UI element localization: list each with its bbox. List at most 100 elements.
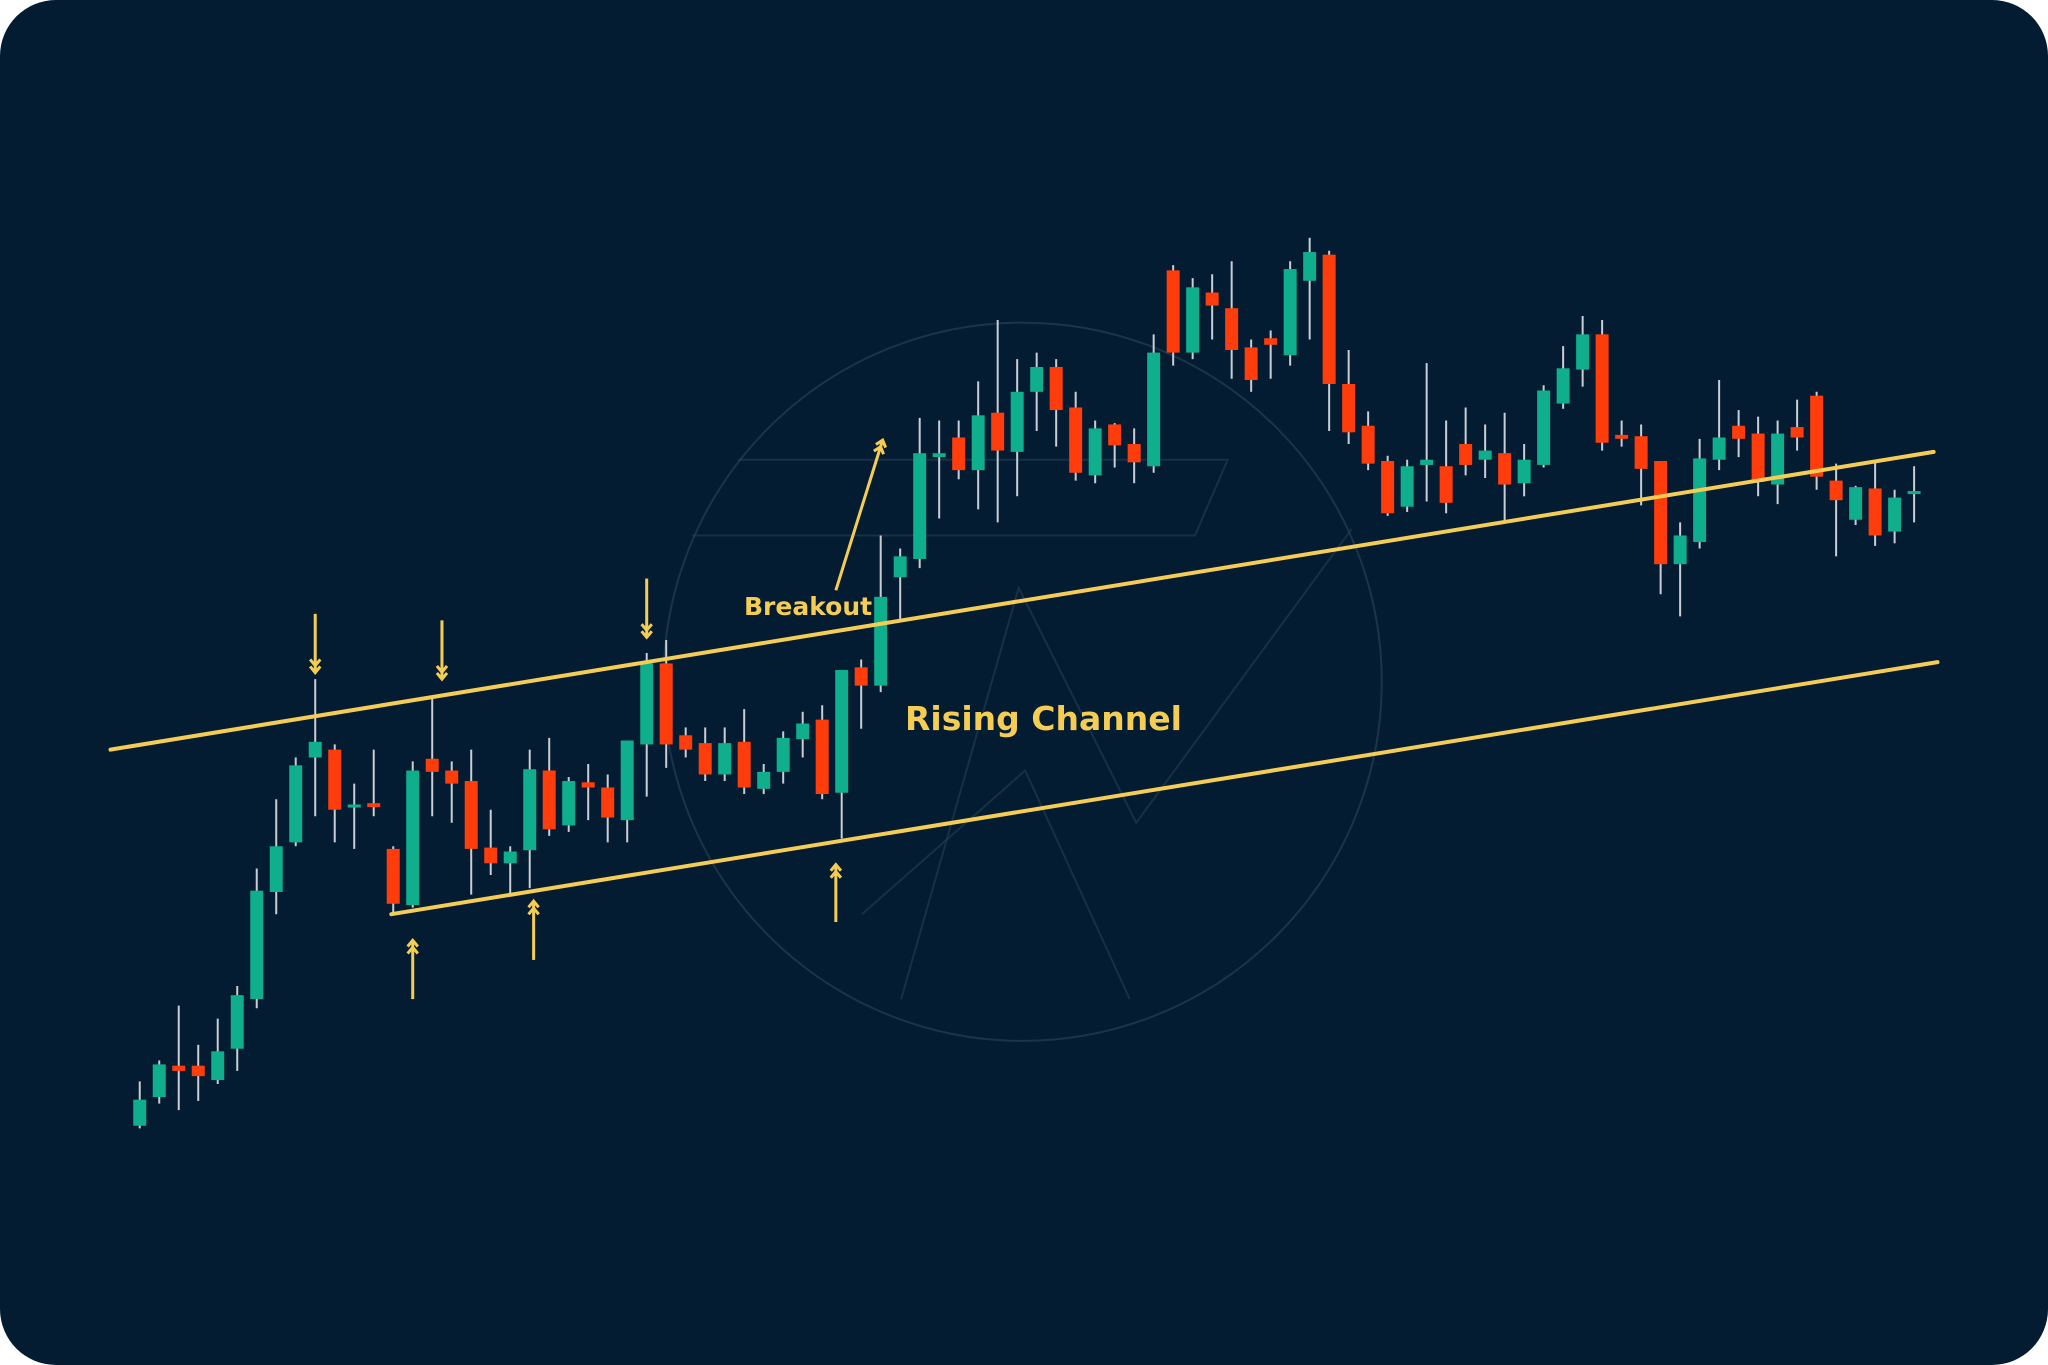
candle	[1147, 334, 1161, 473]
candle-body-bullish	[1283, 269, 1297, 356]
candle-body-bullish	[1010, 391, 1024, 452]
double-chevron-icon	[435, 664, 449, 675]
candle	[815, 705, 829, 800]
candle	[1478, 424, 1492, 478]
trendlines-group	[108, 449, 1940, 917]
candle-body-bearish	[191, 1065, 205, 1077]
candle	[1810, 391, 1824, 490]
candle-body-bearish	[542, 770, 556, 830]
candle	[718, 727, 732, 781]
down-arrow-icon	[435, 620, 449, 682]
candle-body-bearish	[445, 770, 459, 784]
candle-body-bearish	[601, 787, 615, 818]
candle	[1283, 261, 1297, 366]
candle	[698, 727, 712, 781]
candle	[1205, 274, 1219, 340]
candle	[1634, 424, 1648, 506]
candle-body-bearish	[1108, 424, 1122, 446]
candle	[542, 737, 556, 836]
candle-body-bearish	[991, 412, 1005, 451]
candle-body-bearish	[1751, 433, 1765, 482]
candle	[1732, 410, 1746, 458]
candle-body-bearish	[1498, 453, 1512, 485]
candle	[191, 1044, 205, 1101]
candle	[620, 740, 634, 843]
candle-body-bearish	[1459, 444, 1473, 465]
candle-body-bullish	[523, 769, 537, 851]
up-arrow-icon	[527, 898, 540, 960]
candle	[1849, 485, 1863, 526]
candle-body-bearish	[815, 719, 829, 795]
candle	[289, 757, 303, 847]
candle	[659, 639, 673, 768]
candle-body-bearish	[1829, 480, 1843, 501]
arrow-shaft	[834, 439, 885, 591]
candle	[1907, 466, 1921, 523]
candle-body-bullish	[796, 723, 810, 740]
candle	[347, 783, 361, 849]
candle	[1420, 363, 1434, 502]
candle-body-bearish	[367, 803, 381, 808]
candle-body-bullish	[971, 415, 985, 471]
candle-body-bullish	[1303, 252, 1317, 281]
candle-body-bearish	[328, 749, 342, 810]
candle-body-bearish	[1244, 347, 1258, 381]
double-chevron-icon	[527, 905, 540, 916]
candle	[835, 669, 849, 839]
candle-body-bearish	[1322, 254, 1336, 384]
candle	[737, 709, 751, 795]
double-chevron-icon	[875, 437, 888, 449]
candles-group	[133, 237, 1921, 1129]
candle	[874, 535, 888, 693]
double-chevron-icon	[435, 671, 449, 682]
candle-body-bearish	[1264, 338, 1278, 345]
double-chevron-icon	[527, 898, 540, 909]
arrows-group	[308, 437, 888, 1000]
candle	[172, 1005, 186, 1111]
candle-body-bearish	[1342, 383, 1356, 433]
candle	[1400, 459, 1414, 512]
candle	[991, 319, 1005, 523]
candle-body-bullish	[1849, 487, 1863, 520]
candle-body-bearish	[1049, 366, 1063, 411]
candle	[1712, 380, 1726, 471]
breakout-label: Breakout	[744, 592, 872, 621]
candle-body-bearish	[484, 847, 498, 864]
candle	[484, 809, 498, 876]
candle-body-bullish	[1420, 459, 1434, 465]
candle-body-bullish	[1088, 428, 1102, 476]
candle	[640, 653, 654, 797]
up-arrow-icon	[829, 862, 843, 923]
candle-body-bearish	[1205, 292, 1219, 306]
candle	[230, 986, 244, 1071]
candle	[971, 381, 985, 510]
candle-body-bullish	[1400, 466, 1414, 507]
candle-body-bullish	[757, 771, 771, 789]
candle-body-bullish	[133, 1099, 147, 1126]
candle-body-bullish	[289, 765, 303, 843]
candle-body-bearish	[659, 663, 673, 745]
candle-body-bullish	[1556, 368, 1570, 404]
candle-body-bullish	[1478, 450, 1492, 460]
candle	[425, 698, 439, 817]
candle-body-bullish	[932, 453, 946, 458]
candle-body-bearish	[1069, 407, 1083, 473]
candle-body-bearish	[1595, 334, 1609, 443]
candle	[1225, 261, 1239, 379]
candle	[1537, 385, 1551, 468]
candle	[328, 744, 342, 843]
candle-body-bullish	[347, 804, 361, 808]
candle-body-bullish	[1673, 535, 1687, 565]
candle-body-bullish	[640, 663, 654, 745]
candle-body-bullish	[1537, 390, 1551, 465]
candle	[308, 679, 322, 817]
candle-body-bullish	[1147, 352, 1161, 467]
rising-channel-label: Rising Channel	[905, 699, 1182, 738]
candle-body-bearish	[1361, 425, 1375, 464]
candle	[1030, 352, 1044, 431]
double-chevron-icon	[829, 862, 843, 872]
lower-channel-line	[389, 660, 1940, 917]
candle	[679, 727, 693, 758]
